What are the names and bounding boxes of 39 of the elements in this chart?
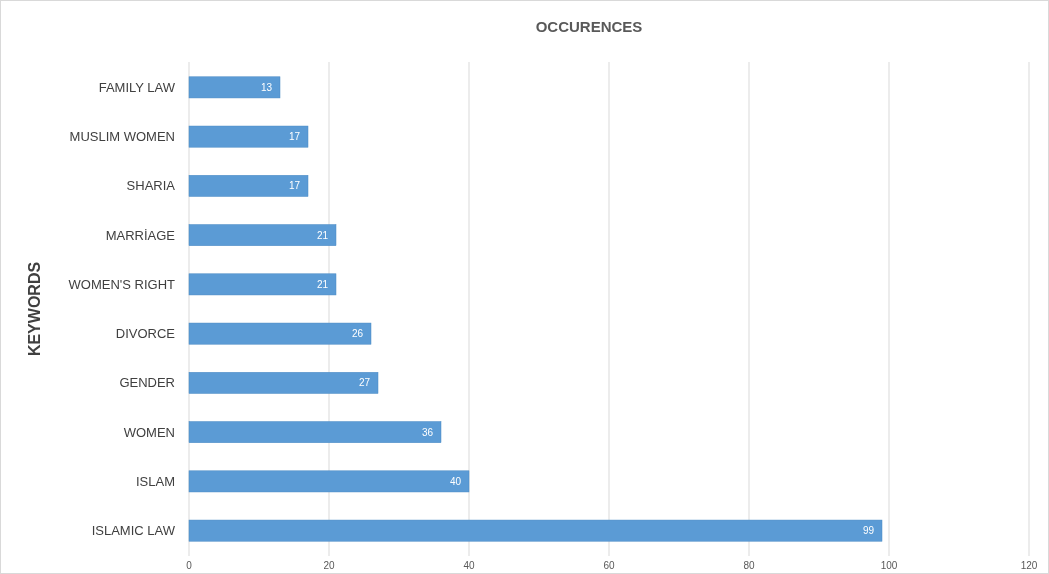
bar bbox=[188, 421, 442, 443]
data-label: 21 bbox=[316, 278, 329, 290]
x-tick-label: 120 bbox=[1020, 560, 1038, 571]
chart-title: OCCURENCES bbox=[535, 18, 643, 35]
y-tick-label: SHARIA bbox=[126, 178, 176, 194]
x-tick-label: 20 bbox=[323, 560, 335, 571]
data-label: 36 bbox=[421, 426, 434, 438]
x-tick-label: 0 bbox=[186, 560, 193, 571]
data-label: 40 bbox=[449, 475, 462, 487]
y-tick-label: FAMILY LAW bbox=[98, 79, 176, 95]
y-tick-label: MUSLIM WOMEN bbox=[69, 129, 175, 145]
data-label: 27 bbox=[358, 377, 371, 389]
x-tick-label: 60 bbox=[603, 560, 615, 571]
y-tick-label: ISLAM bbox=[135, 473, 175, 489]
data-label: 21 bbox=[316, 229, 329, 241]
x-tick-label: 40 bbox=[463, 560, 475, 571]
y-axis-title: KEYWORDS bbox=[26, 261, 43, 357]
y-tick-label: ISLAMIC LAW bbox=[91, 523, 176, 539]
bar bbox=[188, 372, 379, 394]
bar bbox=[188, 519, 883, 542]
data-label: 26 bbox=[351, 328, 364, 340]
bar bbox=[188, 273, 337, 296]
data-label: 17 bbox=[288, 180, 301, 192]
y-tick-label: WOMEN bbox=[123, 424, 175, 440]
y-tick-label: GENDER bbox=[119, 375, 175, 391]
bar bbox=[188, 175, 309, 197]
data-label: 99 bbox=[862, 525, 875, 537]
x-tick-label: 80 bbox=[743, 560, 755, 571]
bar bbox=[188, 224, 337, 246]
bar bbox=[188, 125, 309, 148]
bar bbox=[188, 470, 470, 493]
data-label: 13 bbox=[260, 81, 273, 93]
x-tick-label: 100 bbox=[880, 560, 898, 571]
y-tick-label: MARRİAGE bbox=[105, 227, 176, 243]
bar bbox=[188, 322, 372, 345]
y-tick-label: DIVORCE bbox=[115, 326, 176, 342]
y-tick-label: WOMEN'S RIGHT bbox=[68, 276, 176, 292]
data-label: 17 bbox=[288, 131, 301, 143]
bar bbox=[188, 76, 281, 99]
